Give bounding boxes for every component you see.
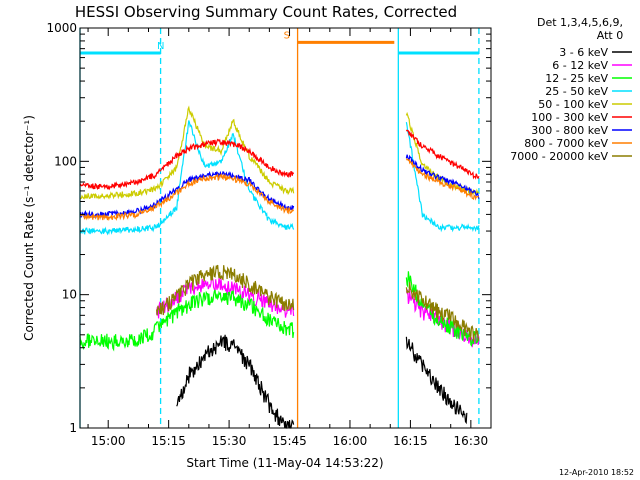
legend-entry-label: 100 - 300 keV: [531, 111, 608, 124]
legend-title-2: Att 0: [597, 29, 623, 42]
legend-title-1: Det 1,3,4,5,6,9,: [537, 16, 623, 29]
timestamp: 12-Apr-2010 18:52: [559, 468, 634, 477]
legend-entry-label: 3 - 6 keV: [559, 46, 608, 59]
y-axis: 1 10 100 1000: [46, 21, 491, 435]
series-line: [79, 129, 480, 191]
x-axis-label: Start Time (11-May-04 14:53:22): [186, 456, 383, 470]
legend-entry-label: 12 - 25 keV: [545, 72, 608, 85]
x-tick-label: 15:45: [272, 434, 307, 448]
y-tick-label: 1000: [46, 21, 77, 35]
series-lines: [79, 105, 480, 429]
y-tick-label: 1: [69, 421, 77, 435]
y-tick-label: 10: [62, 288, 77, 302]
chart-title: HESSI Observing Summary Count Rates, Cor…: [75, 3, 457, 21]
legend-entry-label: 25 - 50 keV: [545, 85, 608, 98]
series-line: [79, 120, 480, 236]
flag-label: N: [157, 41, 164, 52]
flags: NS: [80, 30, 479, 55]
y-axis-label: Corrected Count Rate (s⁻¹ detector⁻¹): [22, 115, 36, 341]
series-line: [156, 264, 480, 342]
series-line: [80, 154, 480, 219]
x-tick-label: 15:30: [212, 434, 247, 448]
series-line: [176, 334, 468, 429]
flag-label: S: [284, 30, 290, 41]
x-axis: 15:00 15:15 15:30 15:45 16:00 16:15 16:30: [87, 28, 492, 448]
y-tick-label: 100: [54, 154, 77, 168]
x-tick-label: 15:00: [91, 434, 126, 448]
legend-entry-label: 7000 - 20000 keV: [510, 150, 608, 163]
plot-frame: [79, 27, 492, 429]
series-line: [79, 158, 479, 222]
legend-entry-label: 6 - 12 keV: [552, 59, 608, 72]
legend-entry-label: 800 - 7000 keV: [524, 137, 608, 150]
legend-entry-label: 300 - 800 keV: [531, 124, 608, 137]
x-tick-label: 16:30: [454, 434, 489, 448]
x-tick-label: 16:00: [333, 434, 368, 448]
x-tick-label: 15:15: [151, 434, 186, 448]
x-tick-label: 16:15: [393, 434, 428, 448]
legend-entry-label: 50 - 100 keV: [538, 98, 608, 111]
